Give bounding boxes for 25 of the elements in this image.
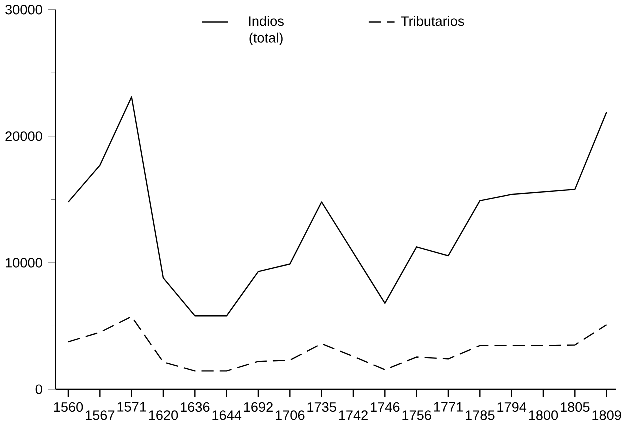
x-tick-label: 1636 [181,402,210,412]
line-series [68,96,608,317]
x-tick-label: 1794 [498,402,527,412]
x-tick-label: 1800 [529,410,558,420]
x-tick-label: 1692 [244,402,273,412]
x-tick-label: 1771 [434,402,463,412]
legend-label: Indios (total) [249,16,284,46]
x-tick-label: 1620 [149,410,178,420]
x-tick-label: 1560 [54,402,84,412]
x-tick-label: 1571 [118,402,146,412]
x-tick-label: 1785 [466,410,495,420]
legend-label: Tributarios [401,16,464,26]
x-tick-label: 1644 [212,410,242,420]
x-tick-label: 1735 [308,402,336,412]
x-tick-label: 1742 [339,410,368,420]
x-tick-label: 1805 [561,402,590,412]
x-tick-label: 1706 [276,410,305,420]
x-tick-label: 1809 [592,410,622,420]
x-tick-label: 1567 [86,410,115,420]
x-tick-label: 1746 [371,402,400,412]
y-tick-label: 0 [36,384,42,394]
x-tick-label: 1756 [402,410,432,420]
y-tick-label: 10000 [6,258,42,268]
y-tick-label: 20000 [6,131,42,142]
y-tick-label: 30000 [6,4,42,15]
